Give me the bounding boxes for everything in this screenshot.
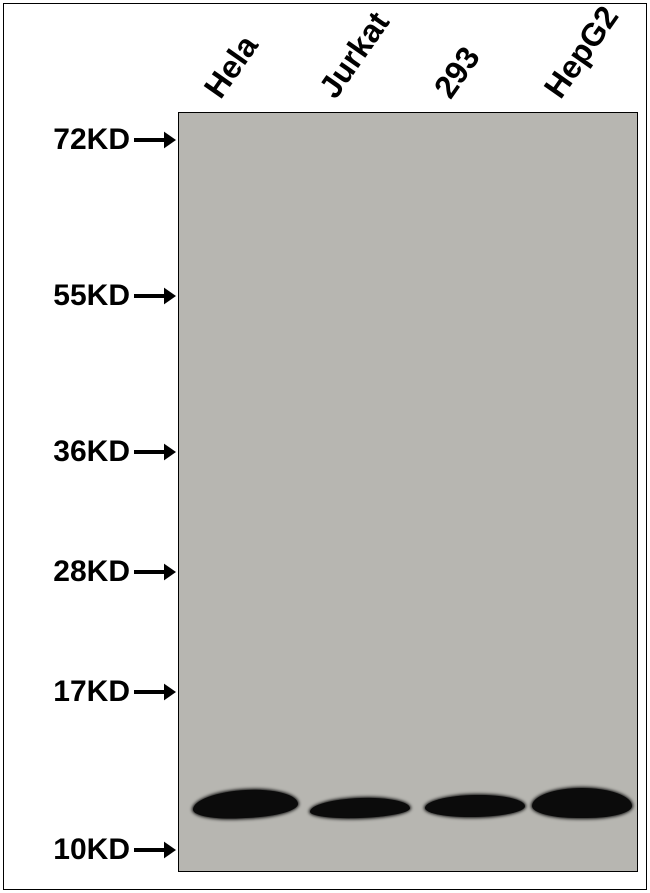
marker-label: 17KD: [53, 675, 130, 709]
blot-band: [532, 788, 632, 818]
marker-arrow-icon: [134, 282, 178, 310]
lane-label: 293: [427, 40, 488, 105]
lane-label: HepG2: [537, 0, 626, 105]
marker-label: 10KD: [53, 833, 130, 867]
marker-label: 72KD: [53, 123, 130, 157]
marker-arrow-icon: [134, 558, 178, 586]
marker-arrow-icon: [134, 126, 178, 154]
marker-arrow-icon: [134, 836, 178, 864]
marker-arrow-icon: [134, 438, 178, 466]
blot-membrane: [178, 112, 638, 872]
lane-label: Hela: [197, 28, 266, 105]
western-blot-figure: 72KD 55KD 36KD 28KD 17KD 10KD Hela Jurkat 293 He…: [0, 0, 650, 893]
marker-label: 55KD: [53, 279, 130, 313]
marker-label: 36KD: [53, 435, 130, 469]
marker-label: 28KD: [53, 555, 130, 589]
lane-label: Jurkat: [312, 5, 397, 105]
marker-arrow-icon: [134, 678, 178, 706]
